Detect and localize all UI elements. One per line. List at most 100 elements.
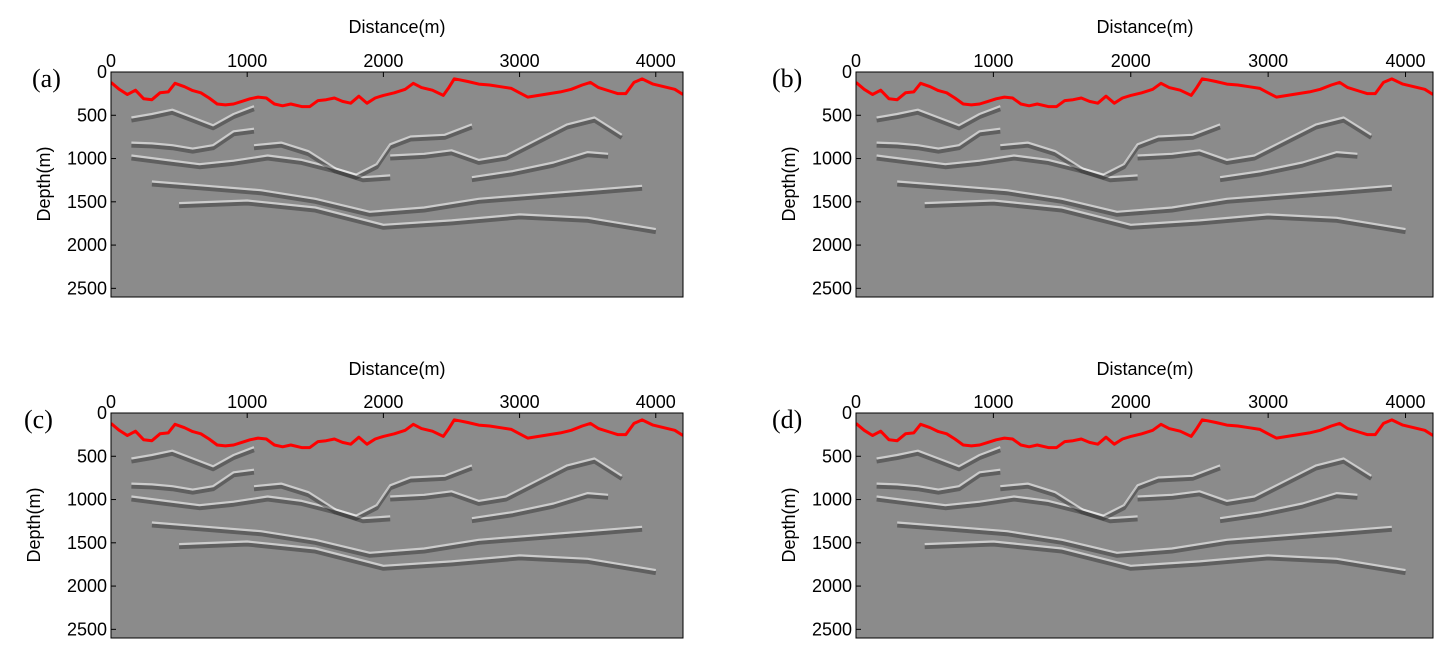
panel-d: 0 1000 2000 3000 4000 0 500 1000 1500 2000 2500 Dis… <box>772 359 1434 639</box>
y-axis-label: Depth(m) <box>34 146 54 221</box>
reflector-dark <box>131 497 391 524</box>
reflector-light <box>924 540 1406 572</box>
reflector-dark <box>253 466 473 521</box>
x-tick-label: 1000 <box>227 392 267 412</box>
axes-frame <box>855 412 1434 639</box>
y-tick-label: 0 <box>842 403 852 423</box>
x-tick-label: 3000 <box>1248 51 1288 71</box>
reflector-dark <box>924 201 1406 235</box>
panel-letter: (b) <box>772 64 802 93</box>
reflector-dark <box>471 494 609 524</box>
x-tick-label: 0 <box>851 392 861 412</box>
y-axis-label: Depth(m) <box>779 146 799 221</box>
reflector-light <box>1137 457 1372 502</box>
seismic-image <box>856 72 1433 297</box>
seismic-image <box>111 72 683 297</box>
reflector-light <box>151 521 643 554</box>
reflector-light <box>924 199 1406 231</box>
reflector-dark <box>876 448 1002 472</box>
axes-frame <box>110 71 684 298</box>
y-tick-label: 2000 <box>67 576 107 596</box>
y-tick-label: 2000 <box>812 576 852 596</box>
x-axis-label: Distance(m) <box>1096 359 1193 379</box>
y-tick-label: 1000 <box>67 490 107 510</box>
seismic-image <box>111 413 683 638</box>
reflector-light <box>471 151 609 179</box>
reflector-light <box>876 468 1001 491</box>
y-tick-label: 2500 <box>67 278 107 298</box>
y-tick-label: 2500 <box>67 619 107 639</box>
y-tick-label: 0 <box>842 62 852 82</box>
panel-letter: (a) <box>32 64 61 93</box>
panel-letter: (d) <box>772 405 802 434</box>
x-tick-label: 0 <box>106 51 116 71</box>
x-tick-label: 2000 <box>1111 51 1151 71</box>
reflector-light <box>1219 492 1358 520</box>
reflector-dark <box>151 523 643 558</box>
reflector-dark <box>897 523 1392 558</box>
y-tick-label: 2000 <box>812 235 852 255</box>
reflector-light <box>471 492 609 520</box>
reflector-dark <box>876 470 1001 495</box>
panel-c: 0 1000 2000 3000 4000 0 500 1000 1500 2000 2500 Dis… <box>24 359 684 639</box>
y-axis-label: Depth(m) <box>24 487 44 562</box>
surface-topography-line <box>856 77 1433 109</box>
x-tick-label: 1000 <box>227 51 267 71</box>
reflector-dark <box>151 182 643 217</box>
reflector-dark <box>131 129 255 154</box>
reflector-dark <box>1219 153 1358 183</box>
reflector-dark <box>131 470 255 495</box>
reflector-light <box>897 180 1392 213</box>
reflector-light <box>179 540 656 572</box>
y-tick-label: 500 <box>77 446 107 466</box>
reflector-dark <box>1137 459 1373 506</box>
reflector-dark <box>471 153 609 183</box>
air-region <box>856 413 1433 448</box>
y-tick-label: 1500 <box>67 533 107 553</box>
reflector-dark <box>1137 118 1373 165</box>
y-tick-label: 2500 <box>812 619 852 639</box>
reflector-dark <box>131 156 391 183</box>
x-tick-label: 4000 <box>636 51 676 71</box>
x-tick-label: 2000 <box>1111 392 1151 412</box>
y-tick-label: 2500 <box>812 278 852 298</box>
reflector-dark <box>876 129 1001 154</box>
y-tick-label: 2000 <box>67 235 107 255</box>
surface-topography-line <box>111 77 683 109</box>
y-tick-label: 1000 <box>812 149 852 169</box>
reflector-dark <box>179 201 657 235</box>
reflector-light <box>390 116 623 161</box>
reflector-light <box>131 127 255 150</box>
y-tick-label: 0 <box>97 62 107 82</box>
x-tick-label: 3000 <box>500 392 540 412</box>
reflector-light <box>876 105 1001 127</box>
reflector-dark <box>131 107 255 131</box>
reflector-dark <box>390 118 623 165</box>
x-tick-label: 4000 <box>1386 51 1426 71</box>
reflector-light <box>1137 116 1372 161</box>
reflector-dark <box>1000 466 1221 521</box>
x-axis-label: Distance(m) <box>348 17 445 37</box>
panel-letter: (c) <box>24 405 53 434</box>
x-axis-label: Distance(m) <box>348 359 445 379</box>
reflector-light <box>131 468 255 491</box>
x-tick-label: 0 <box>106 392 116 412</box>
y-tick-label: 1500 <box>812 533 852 553</box>
surface-topography-line <box>856 418 1433 450</box>
reflector-light <box>876 446 1001 468</box>
y-tick-label: 1500 <box>67 192 107 212</box>
y-tick-label: 500 <box>77 105 107 125</box>
x-tick-label: 3000 <box>1248 392 1288 412</box>
reflector-light <box>1000 464 1221 517</box>
reflector-dark <box>390 459 623 506</box>
x-tick-label: 0 <box>851 51 861 71</box>
x-tick-label: 4000 <box>636 392 676 412</box>
reflector-light <box>151 180 643 213</box>
surface-topography-line <box>111 418 683 450</box>
y-tick-label: 500 <box>822 105 852 125</box>
reflector-dark <box>1219 494 1358 524</box>
y-axis-label: Depth(m) <box>779 487 799 562</box>
air-region <box>111 413 683 448</box>
reflector-dark <box>1000 125 1221 180</box>
